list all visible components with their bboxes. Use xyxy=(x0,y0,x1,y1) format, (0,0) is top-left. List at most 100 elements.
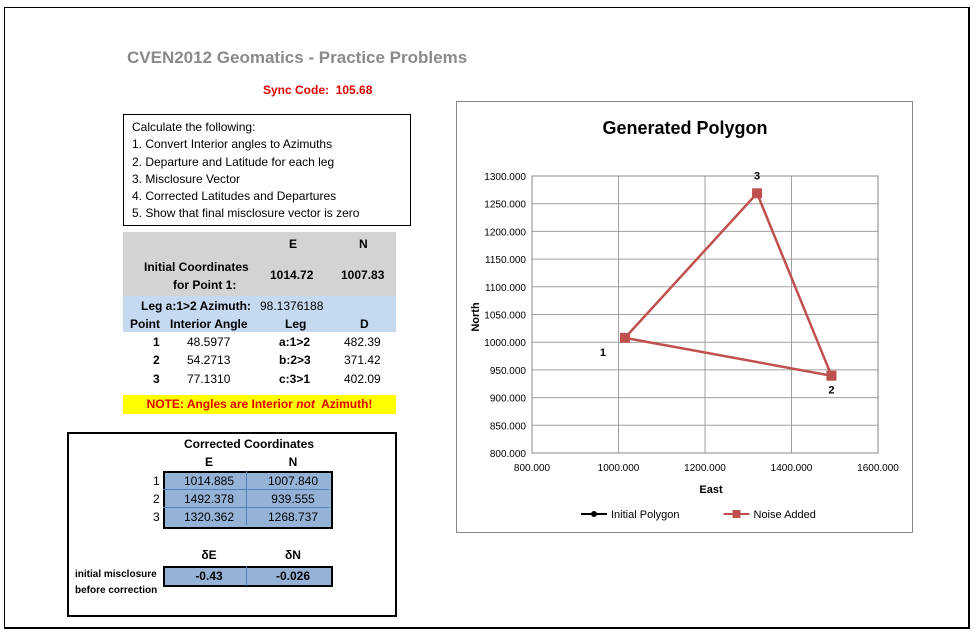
point-label: 1 xyxy=(600,347,606,359)
azimuth-header-block xyxy=(123,296,396,332)
generated-polygon-chart: Generated Polygon 800.000 850.000 900.000 9… xyxy=(456,101,913,533)
misclosure-label-line1: initial misclosure xyxy=(75,569,157,580)
initial-n-value: 1007.83 xyxy=(341,268,385,282)
x-tick-label: 1600.000 xyxy=(857,463,899,474)
corrected-n-value: 1268.737 xyxy=(267,510,319,524)
instruction-line: 3. Misclosure Vector xyxy=(132,171,241,186)
leg-row-leg: b:2>3 xyxy=(279,353,311,367)
corrected-coordinates-box: Corrected Coordinates E N 1 1014.885 100… xyxy=(67,432,397,617)
legend-label: Noise Added xyxy=(754,509,816,521)
legend-label: Initial Polygon xyxy=(611,509,680,521)
page-title: CVEN2012 Geomatics - Practice Problems xyxy=(127,48,468,67)
x-axis-label: East xyxy=(699,484,723,496)
note-suffix: Azimuth! xyxy=(314,397,373,411)
misclosure-label-line2: before correction xyxy=(75,585,158,596)
corrected-n-value: 939.555 xyxy=(271,492,315,506)
leg-row-angle: 48.5977 xyxy=(187,335,231,349)
y-tick-label: 900.000 xyxy=(490,394,527,405)
x-tick-label: 800.000 xyxy=(514,463,551,474)
x-axis-ticks: 800.000 1000.000 1200.000 1400.000 1600.000 xyxy=(514,463,899,474)
delta-e-value: -0.43 xyxy=(195,569,223,583)
corrected-title: Corrected Coordinates xyxy=(183,437,315,451)
instruction-line: 1. Convert Interior angles to Azimuths xyxy=(132,137,333,152)
initial-label-line1: Initial Coordinates xyxy=(144,260,249,274)
col-d: D xyxy=(360,317,369,331)
point-labels: 1 2 3 xyxy=(600,170,835,396)
col-point: Point xyxy=(130,317,160,331)
corrected-values-table xyxy=(163,471,333,529)
legend-marker xyxy=(591,511,597,517)
y-tick-label: 850.000 xyxy=(490,421,527,432)
note-emphasis: not xyxy=(296,397,315,411)
corrected-row-index: 3 xyxy=(153,510,160,524)
x-tick-label: 1400.000 xyxy=(771,463,813,474)
delta-n-value: -0.026 xyxy=(275,569,311,583)
sync-code-label: Sync Code: xyxy=(263,83,330,97)
leg-row-point: 1 xyxy=(153,335,160,349)
corrected-row-index: 2 xyxy=(153,492,160,506)
leg-row-point: 3 xyxy=(153,372,160,386)
delta-e-label: δE xyxy=(201,548,217,562)
chart-legend: Initial Polygon Noise Added xyxy=(581,509,816,521)
chart-svg: Generated Polygon 800.000 850.000 900.000 9… xyxy=(470,118,899,521)
corrected-n-value: 1007.840 xyxy=(267,474,319,488)
y-tick-label: 1050.000 xyxy=(484,311,526,322)
initial-col-e: E xyxy=(289,237,298,251)
col-interior-angle: Interior Angle xyxy=(170,317,248,331)
corrected-col-e: E xyxy=(204,455,213,469)
series-marker xyxy=(752,188,763,199)
leg-row-leg: c:3>1 xyxy=(279,372,311,386)
misclosure-values-box xyxy=(163,566,333,587)
y-axis-ticks: 800.000 850.000 900.000 950.000 1000.000 1050… xyxy=(484,172,526,460)
plot-area xyxy=(531,175,879,454)
col-leg: Leg xyxy=(285,317,307,331)
y-tick-label: 1200.000 xyxy=(484,227,526,238)
interior-angle-note: NOTE: Angles are Interior not Azimuth! xyxy=(123,395,396,414)
initial-label-line2: for Point 1: xyxy=(173,278,237,292)
series-line xyxy=(624,191,834,378)
legend-marker xyxy=(732,510,741,518)
y-tick-label: 1250.000 xyxy=(484,200,526,211)
y-axis-label: North xyxy=(470,302,482,332)
leg-row-d: 371.42 xyxy=(344,353,381,367)
y-tick-label: 1000.000 xyxy=(484,338,526,349)
x-tick-label: 1200.000 xyxy=(684,463,726,474)
initial-col-n: N xyxy=(359,237,368,251)
y-tick-label: 1150.000 xyxy=(485,255,526,266)
x-tick-label: 1000.000 xyxy=(598,463,640,474)
worksheet-frame xyxy=(4,7,970,629)
y-tick-label: 950.000 xyxy=(490,366,527,377)
instruction-line: 5. Show that final misclosure vector is … xyxy=(132,206,360,221)
corrected-e-value: 1014.885 xyxy=(183,474,235,488)
instruction-line: 2. Departure and Latitude for each leg xyxy=(132,154,335,169)
corrected-col-n: N xyxy=(288,455,298,469)
leg-row-angle: 54.2713 xyxy=(187,353,231,367)
corrected-row-index: 1 xyxy=(153,474,160,488)
leg-row-d: 402.09 xyxy=(344,372,381,386)
point-label: 2 xyxy=(828,385,834,397)
instruction-line: Calculate the following: xyxy=(132,120,256,134)
point-label: 3 xyxy=(754,170,760,182)
corrected-e-value: 1320.362 xyxy=(183,510,235,524)
series-marker xyxy=(619,332,630,343)
chart-series xyxy=(619,188,837,381)
azimuth-label: Leg a:1>2 Azimuth: xyxy=(141,299,251,313)
azimuth-value: 98.1376188 xyxy=(260,299,324,313)
chart-title: Generated Polygon xyxy=(602,118,767,138)
instructions-box: Calculate the following: 1. Convert Inte… xyxy=(123,114,411,226)
note-prefix: NOTE: Angles are Interior xyxy=(146,397,297,411)
corrected-e-value: 1492.378 xyxy=(183,492,235,506)
y-tick-label: 800.000 xyxy=(490,449,527,460)
series-marker xyxy=(826,370,837,381)
initial-coordinates-block xyxy=(123,232,396,296)
series-line xyxy=(624,191,833,377)
sync-code: Sync Code: 105.68 xyxy=(263,83,372,97)
leg-row-angle: 77.1310 xyxy=(187,372,231,386)
leg-row-point: 2 xyxy=(153,353,160,367)
leg-row-leg: a:1>2 xyxy=(279,335,311,349)
leg-row-d: 482.39 xyxy=(344,335,381,349)
sync-code-value: 105.68 xyxy=(335,83,373,97)
y-tick-label: 1100.000 xyxy=(485,283,526,294)
instruction-line: 4. Corrected Latitudes and Departures xyxy=(132,189,337,204)
initial-e-value: 1014.72 xyxy=(270,268,314,282)
